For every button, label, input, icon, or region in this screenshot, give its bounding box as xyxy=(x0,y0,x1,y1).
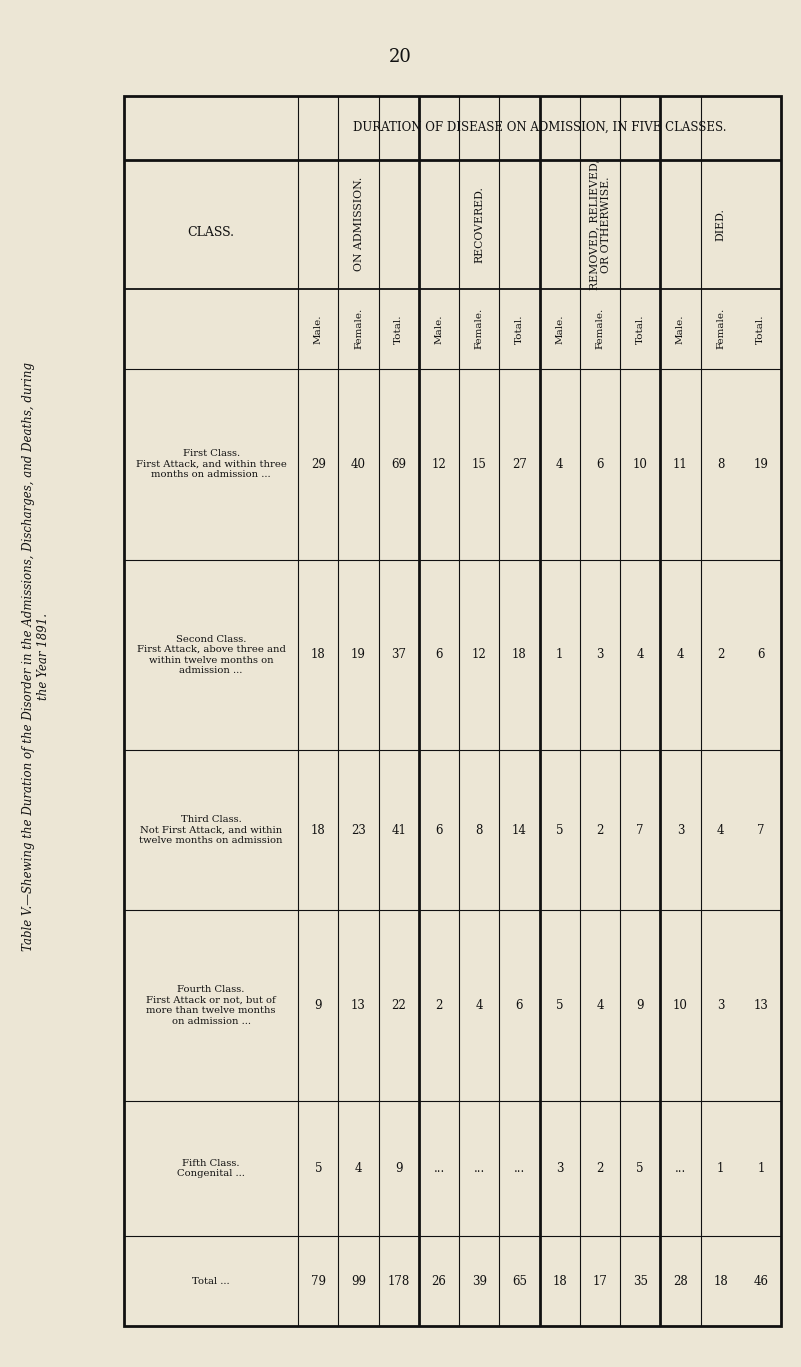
Text: 37: 37 xyxy=(391,648,406,662)
Text: 19: 19 xyxy=(351,648,366,662)
Text: Third Class.
Not First Attack, and within
twelve months on admission: Third Class. Not First Attack, and withi… xyxy=(139,815,283,845)
Text: 1: 1 xyxy=(757,1162,764,1176)
Text: 18: 18 xyxy=(512,648,527,662)
Text: 18: 18 xyxy=(311,824,326,837)
Text: 13: 13 xyxy=(754,999,768,1012)
Text: 5: 5 xyxy=(556,999,563,1012)
Text: 4: 4 xyxy=(556,458,563,470)
Text: 65: 65 xyxy=(512,1274,527,1288)
Text: ...: ... xyxy=(473,1162,485,1176)
Text: 9: 9 xyxy=(637,999,644,1012)
Text: Male.: Male. xyxy=(314,314,323,343)
Text: 7: 7 xyxy=(637,824,644,837)
Text: 14: 14 xyxy=(512,824,527,837)
Text: 40: 40 xyxy=(351,458,366,470)
Text: ...: ... xyxy=(674,1162,686,1176)
Text: 99: 99 xyxy=(351,1274,366,1288)
Text: 29: 29 xyxy=(311,458,326,470)
Text: 2: 2 xyxy=(596,1162,604,1176)
Text: 11: 11 xyxy=(673,458,688,470)
Text: Fourth Class.
First Attack or not, but of
more than twelve months
on admission .: Fourth Class. First Attack or not, but o… xyxy=(147,986,276,1025)
Text: Total.: Total. xyxy=(636,314,645,343)
Text: 18: 18 xyxy=(713,1274,728,1288)
Text: 178: 178 xyxy=(388,1274,410,1288)
Text: Female.: Female. xyxy=(716,308,725,350)
Text: 10: 10 xyxy=(673,999,688,1012)
Text: 6: 6 xyxy=(435,648,443,662)
Text: Total.: Total. xyxy=(515,314,524,343)
Text: 4: 4 xyxy=(677,648,684,662)
Text: ...: ... xyxy=(433,1162,445,1176)
Text: 10: 10 xyxy=(633,458,647,470)
Text: 20: 20 xyxy=(389,48,412,66)
Text: Fifth Class.
Congenital ...: Fifth Class. Congenital ... xyxy=(177,1159,245,1178)
Text: 2: 2 xyxy=(717,648,724,662)
Text: Male.: Male. xyxy=(555,314,564,343)
Text: RECOVERED.: RECOVERED. xyxy=(474,186,485,262)
Text: Female.: Female. xyxy=(354,308,363,350)
Text: REMOVED, RELIEVED,
OR OTHERWISE.: REMOVED, RELIEVED, OR OTHERWISE. xyxy=(590,159,610,290)
Text: 5: 5 xyxy=(556,824,563,837)
Text: 7: 7 xyxy=(757,824,765,837)
Text: 79: 79 xyxy=(311,1274,326,1288)
Text: DURATION OF DISEASE ON ADMISSION, IN FIVE CLASSES.: DURATION OF DISEASE ON ADMISSION, IN FIV… xyxy=(353,122,727,134)
Text: 13: 13 xyxy=(351,999,366,1012)
Text: DIED.: DIED. xyxy=(715,208,726,241)
Text: 6: 6 xyxy=(596,458,604,470)
Text: 6: 6 xyxy=(435,824,443,837)
Text: 22: 22 xyxy=(392,999,406,1012)
Text: 15: 15 xyxy=(472,458,487,470)
Text: 2: 2 xyxy=(596,824,604,837)
Text: 1: 1 xyxy=(717,1162,724,1176)
Text: 17: 17 xyxy=(593,1274,607,1288)
Text: 5: 5 xyxy=(315,1162,322,1176)
Text: 6: 6 xyxy=(516,999,523,1012)
Text: 12: 12 xyxy=(432,458,446,470)
Text: 12: 12 xyxy=(472,648,487,662)
Text: 46: 46 xyxy=(754,1274,768,1288)
Text: 1: 1 xyxy=(556,648,563,662)
Text: 39: 39 xyxy=(472,1274,487,1288)
Text: 8: 8 xyxy=(717,458,724,470)
Text: Female.: Female. xyxy=(595,308,605,350)
Text: 69: 69 xyxy=(391,458,406,470)
Text: 3: 3 xyxy=(596,648,604,662)
Text: 6: 6 xyxy=(757,648,765,662)
Text: 4: 4 xyxy=(596,999,604,1012)
Text: 18: 18 xyxy=(311,648,326,662)
Text: ON ADMISSION.: ON ADMISSION. xyxy=(353,178,364,272)
Text: 8: 8 xyxy=(476,824,483,837)
Text: Male.: Male. xyxy=(434,314,444,343)
Text: 26: 26 xyxy=(432,1274,446,1288)
Text: Total.: Total. xyxy=(394,314,403,343)
Text: Female.: Female. xyxy=(475,308,484,350)
Text: 4: 4 xyxy=(717,824,724,837)
Text: Total ...: Total ... xyxy=(192,1277,230,1285)
Text: 3: 3 xyxy=(556,1162,563,1176)
Text: 19: 19 xyxy=(754,458,768,470)
Bar xyxy=(124,96,781,1326)
Text: CLASS.: CLASS. xyxy=(187,226,235,239)
Text: Male.: Male. xyxy=(676,314,685,343)
Text: 4: 4 xyxy=(355,1162,362,1176)
Text: 5: 5 xyxy=(637,1162,644,1176)
Text: 9: 9 xyxy=(315,999,322,1012)
Text: 2: 2 xyxy=(435,999,443,1012)
Text: Second Class.
First Attack, above three and
within twelve months on
admission ..: Second Class. First Attack, above three … xyxy=(137,634,286,675)
Text: 4: 4 xyxy=(476,999,483,1012)
Text: 28: 28 xyxy=(673,1274,688,1288)
Text: Total.: Total. xyxy=(756,314,766,343)
Text: Table V.—Shewing the Duration of the Disorder in the Admissions, Discharges, and: Table V.—Shewing the Duration of the Dis… xyxy=(22,362,50,950)
Text: 3: 3 xyxy=(677,824,684,837)
Text: 4: 4 xyxy=(637,648,644,662)
Text: 9: 9 xyxy=(395,1162,403,1176)
Text: 23: 23 xyxy=(351,824,366,837)
Text: 3: 3 xyxy=(717,999,724,1012)
Text: 27: 27 xyxy=(512,458,527,470)
Text: 18: 18 xyxy=(553,1274,567,1288)
Text: 35: 35 xyxy=(633,1274,648,1288)
Text: First Class.
First Attack, and within three
months on admission ...: First Class. First Attack, and within th… xyxy=(135,450,287,478)
Text: ...: ... xyxy=(514,1162,525,1176)
Text: 41: 41 xyxy=(392,824,406,837)
